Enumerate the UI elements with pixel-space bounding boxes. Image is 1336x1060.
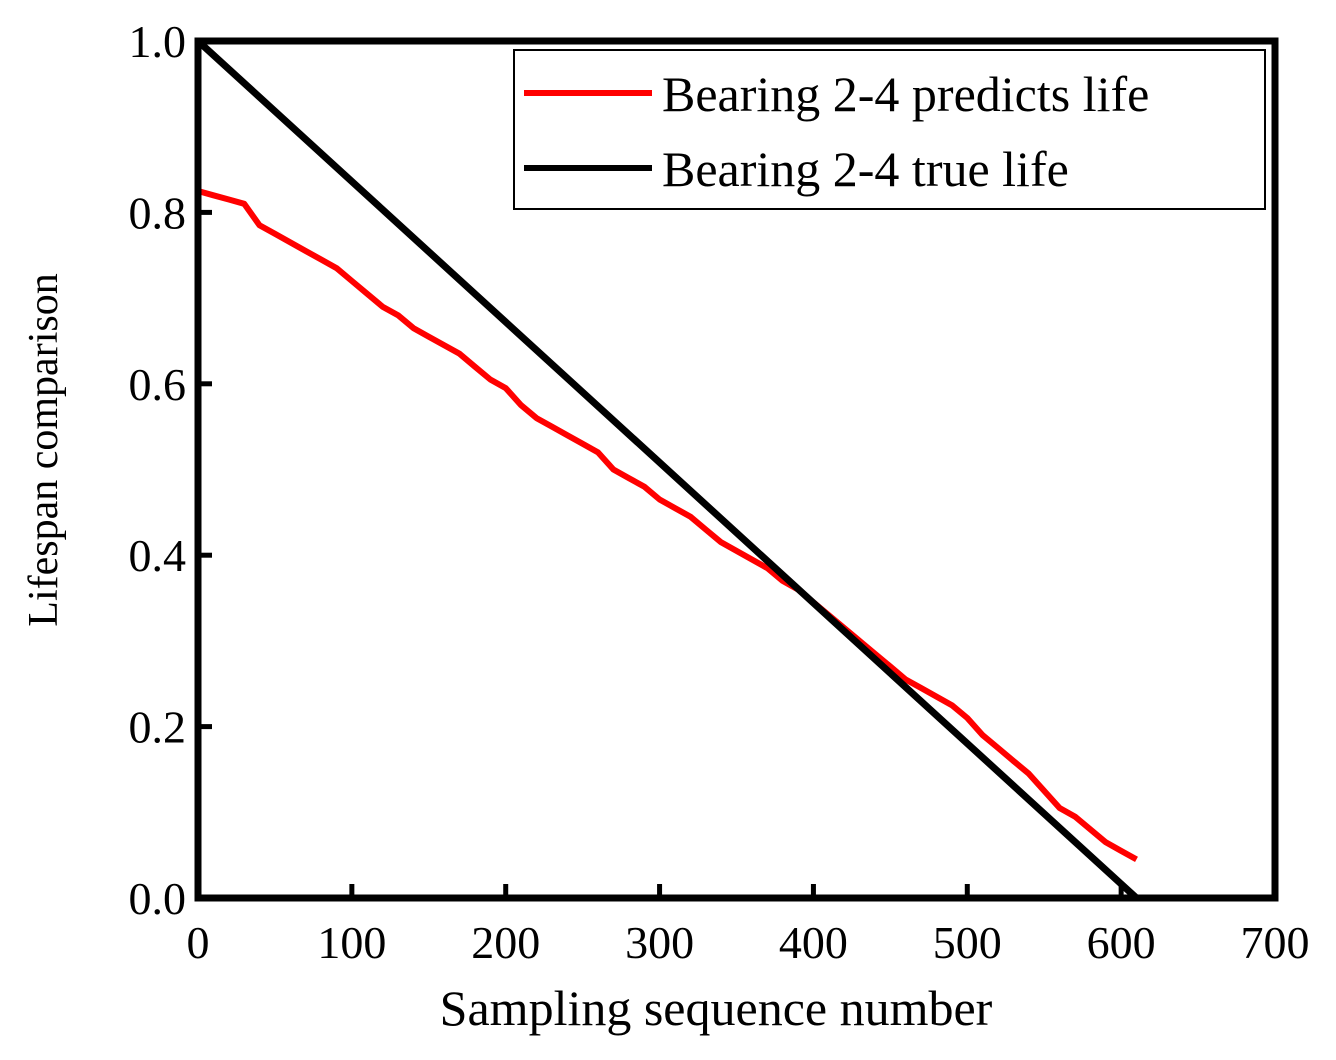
legend: Bearing 2-4 predicts life Bearing 2-4 tr… [513,49,1266,210]
y-tick-label: 0.6 [129,359,187,410]
x-tick-label: 100 [317,917,386,968]
y-axis-title: Lifespan comparison [21,273,67,626]
legend-box [513,49,1266,210]
y-tick-label: 0.0 [129,873,187,924]
x-tick-label: 200 [471,917,540,968]
ticks-layer: 0 100 200 300 400 500 600 700 0.0 0.2 0.4 0.6 0.8 1.0 [129,16,1310,968]
y-tick-label: 0.4 [129,530,187,581]
x-tick-label: 300 [625,917,694,968]
x-tick-label: 700 [1241,917,1310,968]
y-tick-label: 1.0 [129,16,187,67]
plot-frame [194,37,1279,902]
legend-label-predicted: Bearing 2-4 predicts life [662,66,1149,122]
series-line-predicted [197,188,1138,863]
series-line-true [195,38,1139,901]
x-tick-label: 600 [1087,917,1156,968]
x-tick-label: 0 [187,917,210,968]
x-tick-label: 400 [779,917,848,968]
y-tick-label: 0.2 [129,702,187,753]
x-tick-label: 500 [933,917,1002,968]
x-axis-title: Sampling sequence number [440,980,993,1036]
y-tick-label: 0.8 [129,187,187,238]
series-layer [195,38,1139,901]
legend-label-true: Bearing 2-4 true life [662,141,1069,197]
